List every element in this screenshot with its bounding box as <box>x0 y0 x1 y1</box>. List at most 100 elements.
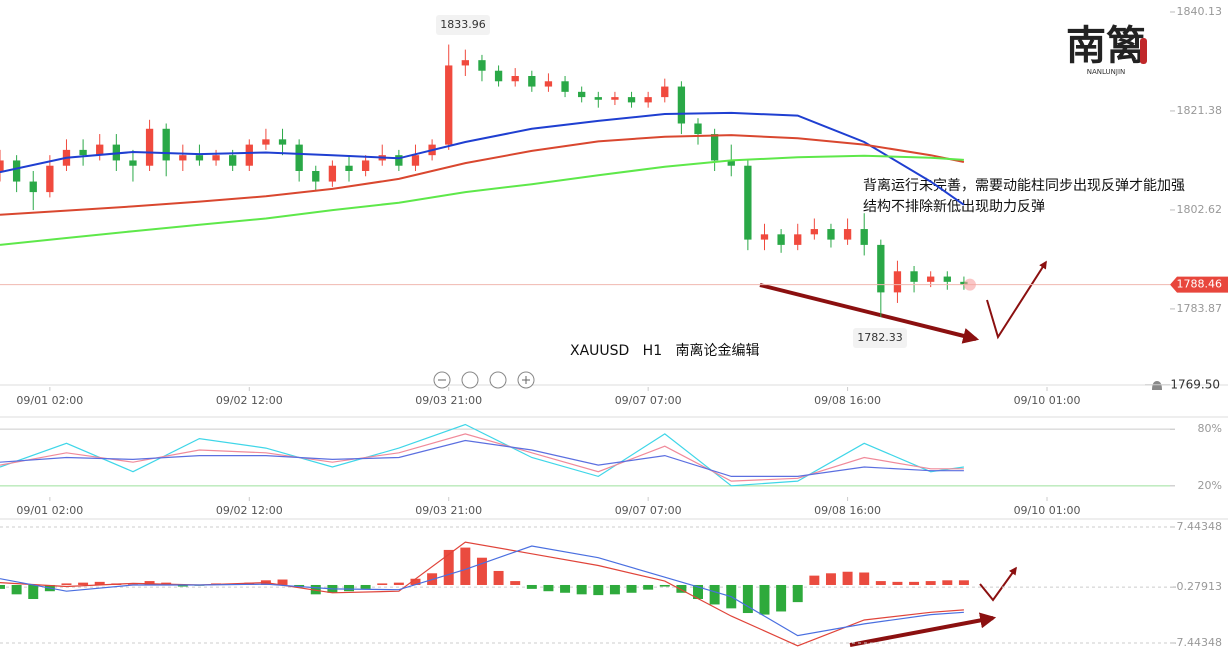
candle-body <box>627 97 636 103</box>
candle-body <box>927 276 935 282</box>
histogram-bar <box>942 580 953 585</box>
candle-body <box>411 155 420 166</box>
candle-body <box>478 60 486 71</box>
candle-body <box>129 160 137 166</box>
scroll-left[interactable] <box>461 371 479 389</box>
candle-body <box>145 128 154 166</box>
histogram-bar <box>925 581 936 585</box>
alert-bell[interactable] <box>1152 381 1162 390</box>
histogram-bar <box>443 549 454 585</box>
histogram-bar <box>277 579 288 585</box>
high-label-box <box>436 15 490 35</box>
x-tick-label: 09/03 21:00 <box>415 504 482 517</box>
histogram-bar <box>792 584 803 603</box>
histogram-bar <box>693 584 703 600</box>
candle-body <box>893 271 902 293</box>
arrow <box>986 260 1047 340</box>
histogram-bar <box>560 584 571 593</box>
histogram-bar <box>0 584 5 589</box>
candle-body <box>860 229 868 245</box>
histogram-bar <box>776 584 787 612</box>
histogram-bar <box>759 584 770 615</box>
candle-body <box>777 234 785 245</box>
candle-body <box>528 76 536 87</box>
histogram-bar <box>875 581 886 585</box>
histogram-bar <box>659 584 670 587</box>
candle-body <box>877 244 885 293</box>
candle-body <box>661 86 669 98</box>
histogram-bar <box>593 584 604 596</box>
y-tick-label: 1783.87 <box>1177 302 1223 315</box>
x-tick-label: 09/08 16:00 <box>814 504 881 517</box>
series-line <box>0 423 964 487</box>
candle-body <box>278 139 287 145</box>
zoom-controls <box>433 371 535 389</box>
x-tick-label: 09/02 12:00 <box>216 394 283 407</box>
series-line <box>0 439 964 477</box>
histogram-bar <box>742 584 753 614</box>
arrow <box>979 566 1017 602</box>
histogram-bar <box>28 584 39 600</box>
candle-body <box>494 70 503 82</box>
candle-body <box>328 165 337 182</box>
candle-body <box>195 155 204 161</box>
candle-body <box>544 81 553 87</box>
histogram-bar <box>460 547 471 585</box>
candle-body <box>794 234 802 245</box>
histogram-bar <box>958 580 969 585</box>
series-line <box>0 134 965 216</box>
candle-body <box>445 65 453 145</box>
candle-body <box>943 276 951 282</box>
candle-body <box>395 155 403 166</box>
plot: 1840.13 1821.38 1802.62 1783.87 09/01 02:00 0… <box>0 5 1228 649</box>
histogram-bar <box>144 581 155 585</box>
last-price-dot <box>963 278 976 291</box>
price-axis-bg <box>1170 0 1228 653</box>
arrow <box>849 612 997 647</box>
histogram-bar <box>61 583 72 585</box>
alert-label: 1769.50 <box>1170 377 1220 391</box>
y-tick-label: -7.44348 <box>1173 636 1222 649</box>
low-label: 1782.33 <box>857 331 903 344</box>
candle-body <box>295 144 303 171</box>
histogram-bar <box>643 584 654 590</box>
candle-body <box>461 60 469 66</box>
y-tick-label: 7.44348 <box>1177 520 1223 533</box>
histogram-bar <box>94 581 105 585</box>
y-tick-label: 80% <box>1198 422 1222 435</box>
histogram-bar <box>410 578 421 585</box>
logo: 南篱 <box>1066 23 1146 69</box>
candle-body <box>827 229 835 240</box>
x-tick-label: 09/10 01:00 <box>1014 504 1081 517</box>
series-line <box>0 541 964 647</box>
candle-body <box>0 160 4 171</box>
x-tick-label: 09/10 01:00 <box>1014 394 1081 407</box>
histogram-bar <box>825 573 836 585</box>
candle-body <box>511 76 519 82</box>
scroll-right[interactable] <box>489 371 507 389</box>
logo-seal <box>1140 38 1147 64</box>
candle-body <box>262 139 270 145</box>
x-tick-label: 09/02 12:00 <box>216 504 283 517</box>
candle-body <box>212 155 220 161</box>
histogram-bar <box>709 584 720 605</box>
histogram-bar <box>344 584 354 592</box>
last-price-tag <box>1170 276 1228 293</box>
arrow <box>759 283 980 344</box>
histogram-bar <box>377 583 388 585</box>
low-label-box <box>853 328 907 348</box>
candle-body <box>578 91 586 98</box>
candle-body <box>29 181 37 193</box>
series-line <box>0 111 965 206</box>
logo-sub: NANLUNJIN <box>1087 68 1126 76</box>
candle-body <box>179 155 187 161</box>
histogram-bar <box>360 584 371 589</box>
candle-body <box>561 81 569 92</box>
candle-body <box>611 97 619 100</box>
x-tick-label: 09/07 07:00 <box>615 504 682 517</box>
candle-body <box>361 160 370 171</box>
histogram-bar <box>78 582 89 585</box>
x-tick-label: 09/01 02:00 <box>16 504 83 517</box>
series-line <box>0 154 964 246</box>
